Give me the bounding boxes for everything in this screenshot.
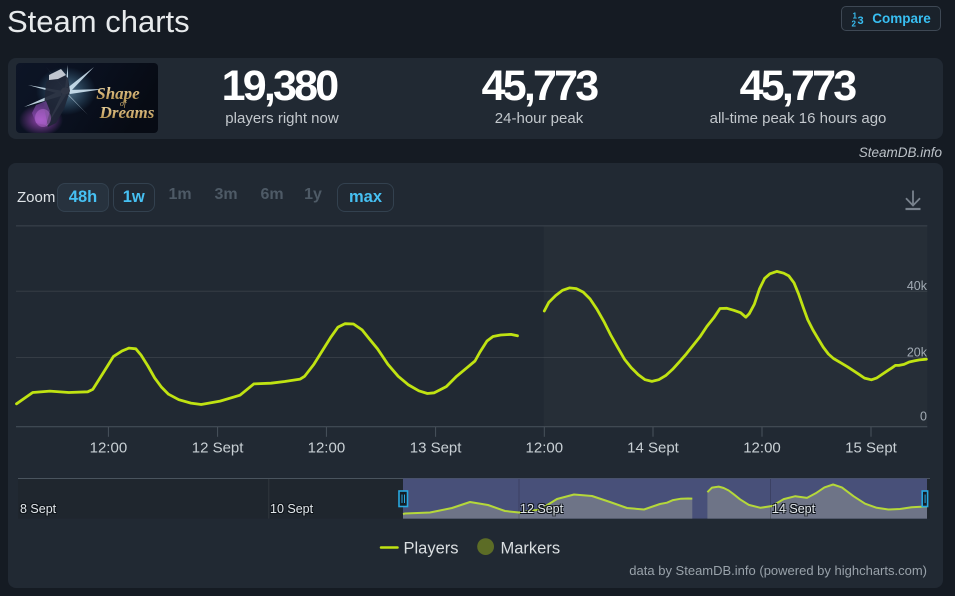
svg-text:12:00: 12:00 [526, 440, 564, 457]
svg-text:40k: 40k [907, 279, 928, 293]
svg-text:15 Sept: 15 Sept [845, 440, 898, 457]
svg-text:of: of [120, 99, 128, 108]
svg-text:3: 3 [858, 15, 864, 27]
svg-text:1: 1 [853, 11, 858, 20]
svg-text:13 Sept: 13 Sept [410, 440, 463, 457]
svg-text:14 Sept: 14 Sept [627, 440, 680, 457]
svg-text:Markers: Markers [501, 540, 561, 558]
svg-text:0: 0 [920, 410, 927, 424]
svg-text:12:00: 12:00 [90, 440, 128, 457]
svg-text:2: 2 [852, 19, 857, 27]
svg-text:Dreams: Dreams [99, 103, 155, 122]
svg-text:12:00: 12:00 [308, 440, 346, 457]
svg-text:12:00: 12:00 [743, 440, 781, 457]
svg-text:12 Sept: 12 Sept [192, 440, 245, 457]
svg-text:20k: 20k [907, 345, 928, 359]
svg-text:Players: Players [404, 540, 459, 558]
svg-text:Shape: Shape [96, 84, 140, 103]
